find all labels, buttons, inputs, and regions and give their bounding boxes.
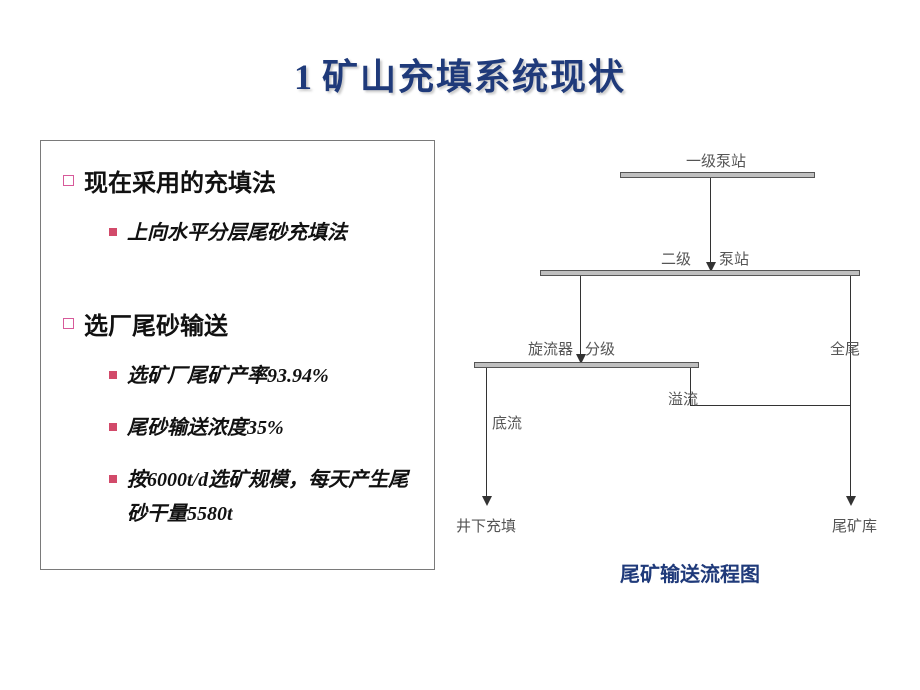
list-item: 上向水平分层尾砂充填法 xyxy=(109,216,418,250)
slide: 1矿山充填系统现状 现在采用的充填法 上向水平分层尾砂充填法 选厂尾砂输送 选矿… xyxy=(0,0,920,690)
flow-label: 一级泵站 xyxy=(686,150,746,171)
list-item: 按6000t/d选矿规模，每天产生尾砂干量5580t xyxy=(109,463,418,531)
list-item: 选矿厂尾矿产率93.94% xyxy=(109,359,418,393)
section-heading-2: 选厂尾砂输送 xyxy=(63,306,418,341)
item-text: 按6000t/d选矿规模，每天产生尾砂干量5580t xyxy=(127,463,418,531)
content-panel: 现在采用的充填法 上向水平分层尾砂充填法 选厂尾砂输送 选矿厂尾矿产率93.94… xyxy=(40,140,435,570)
diagram-caption: 尾矿输送流程图 xyxy=(530,558,850,587)
flow-line xyxy=(850,276,851,498)
arrow-down-icon xyxy=(846,496,856,506)
hollow-square-icon xyxy=(63,318,74,329)
flow-line xyxy=(710,178,711,268)
square-dot-icon xyxy=(109,475,117,483)
flow-label: 溢流 xyxy=(668,388,698,409)
flow-line xyxy=(580,276,581,361)
flow-node-bar xyxy=(474,362,699,368)
flow-label: 尾矿库 xyxy=(832,515,877,536)
flow-label: 旋流器 xyxy=(528,338,573,359)
flow-node-bar xyxy=(540,270,860,276)
flow-label: 分级 xyxy=(585,338,615,359)
item-text: 上向水平分层尾砂充填法 xyxy=(127,216,347,250)
title-text: 矿山充填系统现状 xyxy=(322,57,626,97)
flow-label: 井下充填 xyxy=(456,515,516,536)
sublist-1: 上向水平分层尾砂充填法 xyxy=(109,216,418,250)
sublist-2: 选矿厂尾矿产率93.94% 尾砂输送浓度35% 按6000t/d选矿规模，每天产… xyxy=(109,359,418,531)
list-item: 尾砂输送浓度35% xyxy=(109,411,418,445)
slide-title: 1矿山充填系统现状 xyxy=(0,48,920,100)
hollow-square-icon xyxy=(63,175,74,186)
item-text: 尾砂输送浓度35% xyxy=(127,411,284,445)
arrow-down-icon xyxy=(482,496,492,506)
flow-label: 底流 xyxy=(492,412,522,433)
flow-node-bar xyxy=(620,172,815,178)
square-dot-icon xyxy=(109,423,117,431)
flow-label: 二级 xyxy=(661,248,691,269)
flowchart: 一级泵站二级 泵站旋流器分级 全尾底流 溢流井下充填 尾矿库 xyxy=(440,140,900,550)
section-heading-1: 现在采用的充填法 xyxy=(63,163,418,198)
item-text: 选矿厂尾矿产率93.94% xyxy=(127,359,329,393)
heading-text: 选厂尾砂输送 xyxy=(84,306,228,341)
flow-label: 泵站 xyxy=(719,248,749,269)
spacer xyxy=(63,268,418,302)
square-dot-icon xyxy=(109,228,117,236)
heading-text: 现在采用的充填法 xyxy=(84,163,276,198)
title-number: 1 xyxy=(294,57,314,97)
flow-label: 全尾 xyxy=(830,338,860,359)
flow-line xyxy=(690,405,850,406)
square-dot-icon xyxy=(109,371,117,379)
flow-line xyxy=(486,368,487,498)
